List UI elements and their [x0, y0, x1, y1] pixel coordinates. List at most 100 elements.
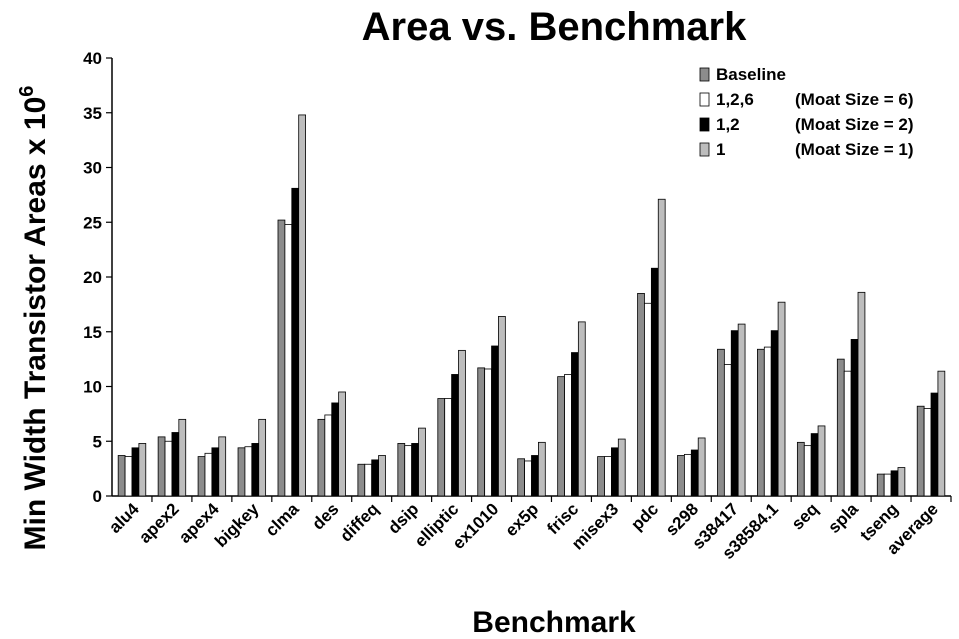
bar-misex3-series-1: [597, 456, 605, 497]
bar-frisc-series-4: [577, 321, 586, 497]
legend-swatch: [699, 67, 710, 82]
bar-s38417-series-3: [730, 330, 739, 497]
bar-elliptic-series-4: [458, 349, 466, 497]
bar-elliptic-series-1: [437, 398, 446, 497]
legend-note: (Moat Size = 6): [795, 90, 914, 109]
bar-alu4-series-3: [131, 447, 140, 497]
bar-bigkey-series-1: [237, 447, 246, 497]
bar-average-series-1: [916, 405, 925, 497]
bar-clma-series-2: [284, 224, 293, 497]
bar-dsip-series-2: [404, 445, 413, 497]
bar-alu4-series-4: [138, 443, 147, 497]
bar-frisc-series-3: [571, 352, 579, 497]
bar-misex3-series-2: [604, 456, 612, 497]
bar-spla-series-1: [836, 358, 845, 497]
legend-key: 1,2: [716, 115, 740, 134]
bar-frisc-series-2: [564, 374, 572, 497]
x-category-label: seq: [788, 499, 822, 533]
legend-key: 1,2,6: [716, 90, 754, 109]
y-axis-title: Min Width Transistor Areas x 106: [16, 86, 52, 551]
bar-s298-series-1: [677, 455, 685, 497]
bar-s38584.1-series-3: [770, 330, 779, 497]
bar-ex1010-series-3: [491, 345, 499, 497]
x-category-label: diffeq: [336, 499, 382, 545]
bar-des-series-2: [324, 414, 333, 497]
bar-elliptic-series-3: [451, 374, 459, 497]
bar-s38584.1-series-1: [757, 348, 765, 497]
bar-s38417-series-4: [737, 323, 746, 497]
bar-bigkey-series-4: [258, 418, 267, 497]
bar-ex1010-series-1: [477, 367, 486, 497]
bar-apex4-series-4: [218, 436, 227, 497]
bar-tseng-series-4: [897, 467, 906, 497]
bar-pdc-series-3: [650, 267, 659, 497]
bar-clma-series-3: [291, 187, 300, 497]
bar-s298-series-2: [684, 453, 692, 497]
bar-apex2-series-1: [157, 436, 166, 497]
bar-pdc-series-2: [644, 302, 652, 497]
legend-key: 1: [716, 140, 725, 159]
x-category-label: pdc: [627, 499, 662, 534]
bar-pdc-series-4: [657, 198, 666, 497]
y-tick-label: 10: [83, 378, 102, 397]
bar-alu4-series-1: [117, 455, 126, 497]
bar-ex1010-series-4: [498, 316, 506, 497]
legend-swatch: [699, 92, 710, 107]
y-tick-label: 20: [83, 268, 102, 287]
bar-s298-series-4: [697, 437, 706, 497]
bar-pdc-series-1: [637, 293, 645, 497]
bar-seq-series-3: [810, 433, 819, 497]
bar-diffeq-series-2: [364, 463, 373, 497]
bar-seq-series-2: [803, 445, 812, 497]
chart-title: Area vs. Benchmark: [362, 5, 747, 49]
bar-apex4-series-3: [211, 447, 220, 497]
bar-diffeq-series-1: [357, 463, 366, 497]
bar-ex5p-series-3: [531, 455, 539, 497]
x-category-label: des: [308, 499, 342, 533]
bar-apex4-series-2: [204, 452, 213, 497]
x-axis-title: Benchmark: [472, 606, 636, 639]
y-tick-label: 25: [83, 213, 102, 232]
y-tick-label: 5: [93, 432, 102, 451]
x-category-label: bigkey: [211, 499, 263, 551]
bar-apex2-series-4: [178, 418, 187, 497]
bar-bigkey-series-3: [251, 443, 260, 497]
bar-clma-series-1: [277, 219, 286, 497]
bar-seq-series-1: [796, 441, 805, 497]
bar-s38417-series-2: [723, 364, 732, 497]
bar-bigkey-series-2: [244, 446, 253, 497]
bar-diffeq-series-3: [371, 459, 379, 497]
bar-diffeq-series-4: [378, 455, 386, 497]
legend-note: (Moat Size = 2): [795, 115, 914, 134]
legend-key: Baseline: [716, 65, 786, 84]
x-category-label: apex2: [135, 499, 183, 547]
bar-frisc-series-1: [557, 376, 565, 497]
y-tick-label: 15: [83, 323, 102, 342]
bar-apex4-series-1: [197, 456, 206, 497]
legend-swatch: [699, 117, 710, 132]
x-category-label: clma: [262, 499, 303, 540]
bar-s38584.1-series-4: [777, 301, 786, 497]
bar-s298-series-3: [690, 449, 699, 497]
bar-misex3-series-4: [617, 438, 626, 497]
bar-des-series-3: [331, 402, 340, 497]
y-tick-label: 30: [83, 159, 102, 178]
bar-spla-series-2: [843, 370, 852, 497]
bar-des-series-4: [338, 391, 346, 497]
bar-ex5p-series-1: [517, 458, 526, 497]
y-tick-label: 35: [83, 104, 102, 123]
bar-dsip-series-4: [418, 427, 426, 497]
bar-ex1010-series-2: [484, 368, 492, 497]
bar-tseng-series-1: [876, 473, 885, 497]
bar-ex5p-series-4: [538, 441, 546, 497]
bar-ex5p-series-2: [524, 460, 532, 497]
y-tick-label: 0: [93, 487, 102, 506]
bar-misex3-series-3: [611, 447, 619, 497]
bar-alu4-series-2: [124, 456, 133, 497]
legend-swatch: [699, 142, 710, 157]
y-tick-label: 40: [83, 49, 102, 68]
bar-average-series-3: [930, 392, 939, 497]
bar-tseng-series-3: [890, 470, 899, 497]
bar-average-series-2: [923, 407, 932, 497]
